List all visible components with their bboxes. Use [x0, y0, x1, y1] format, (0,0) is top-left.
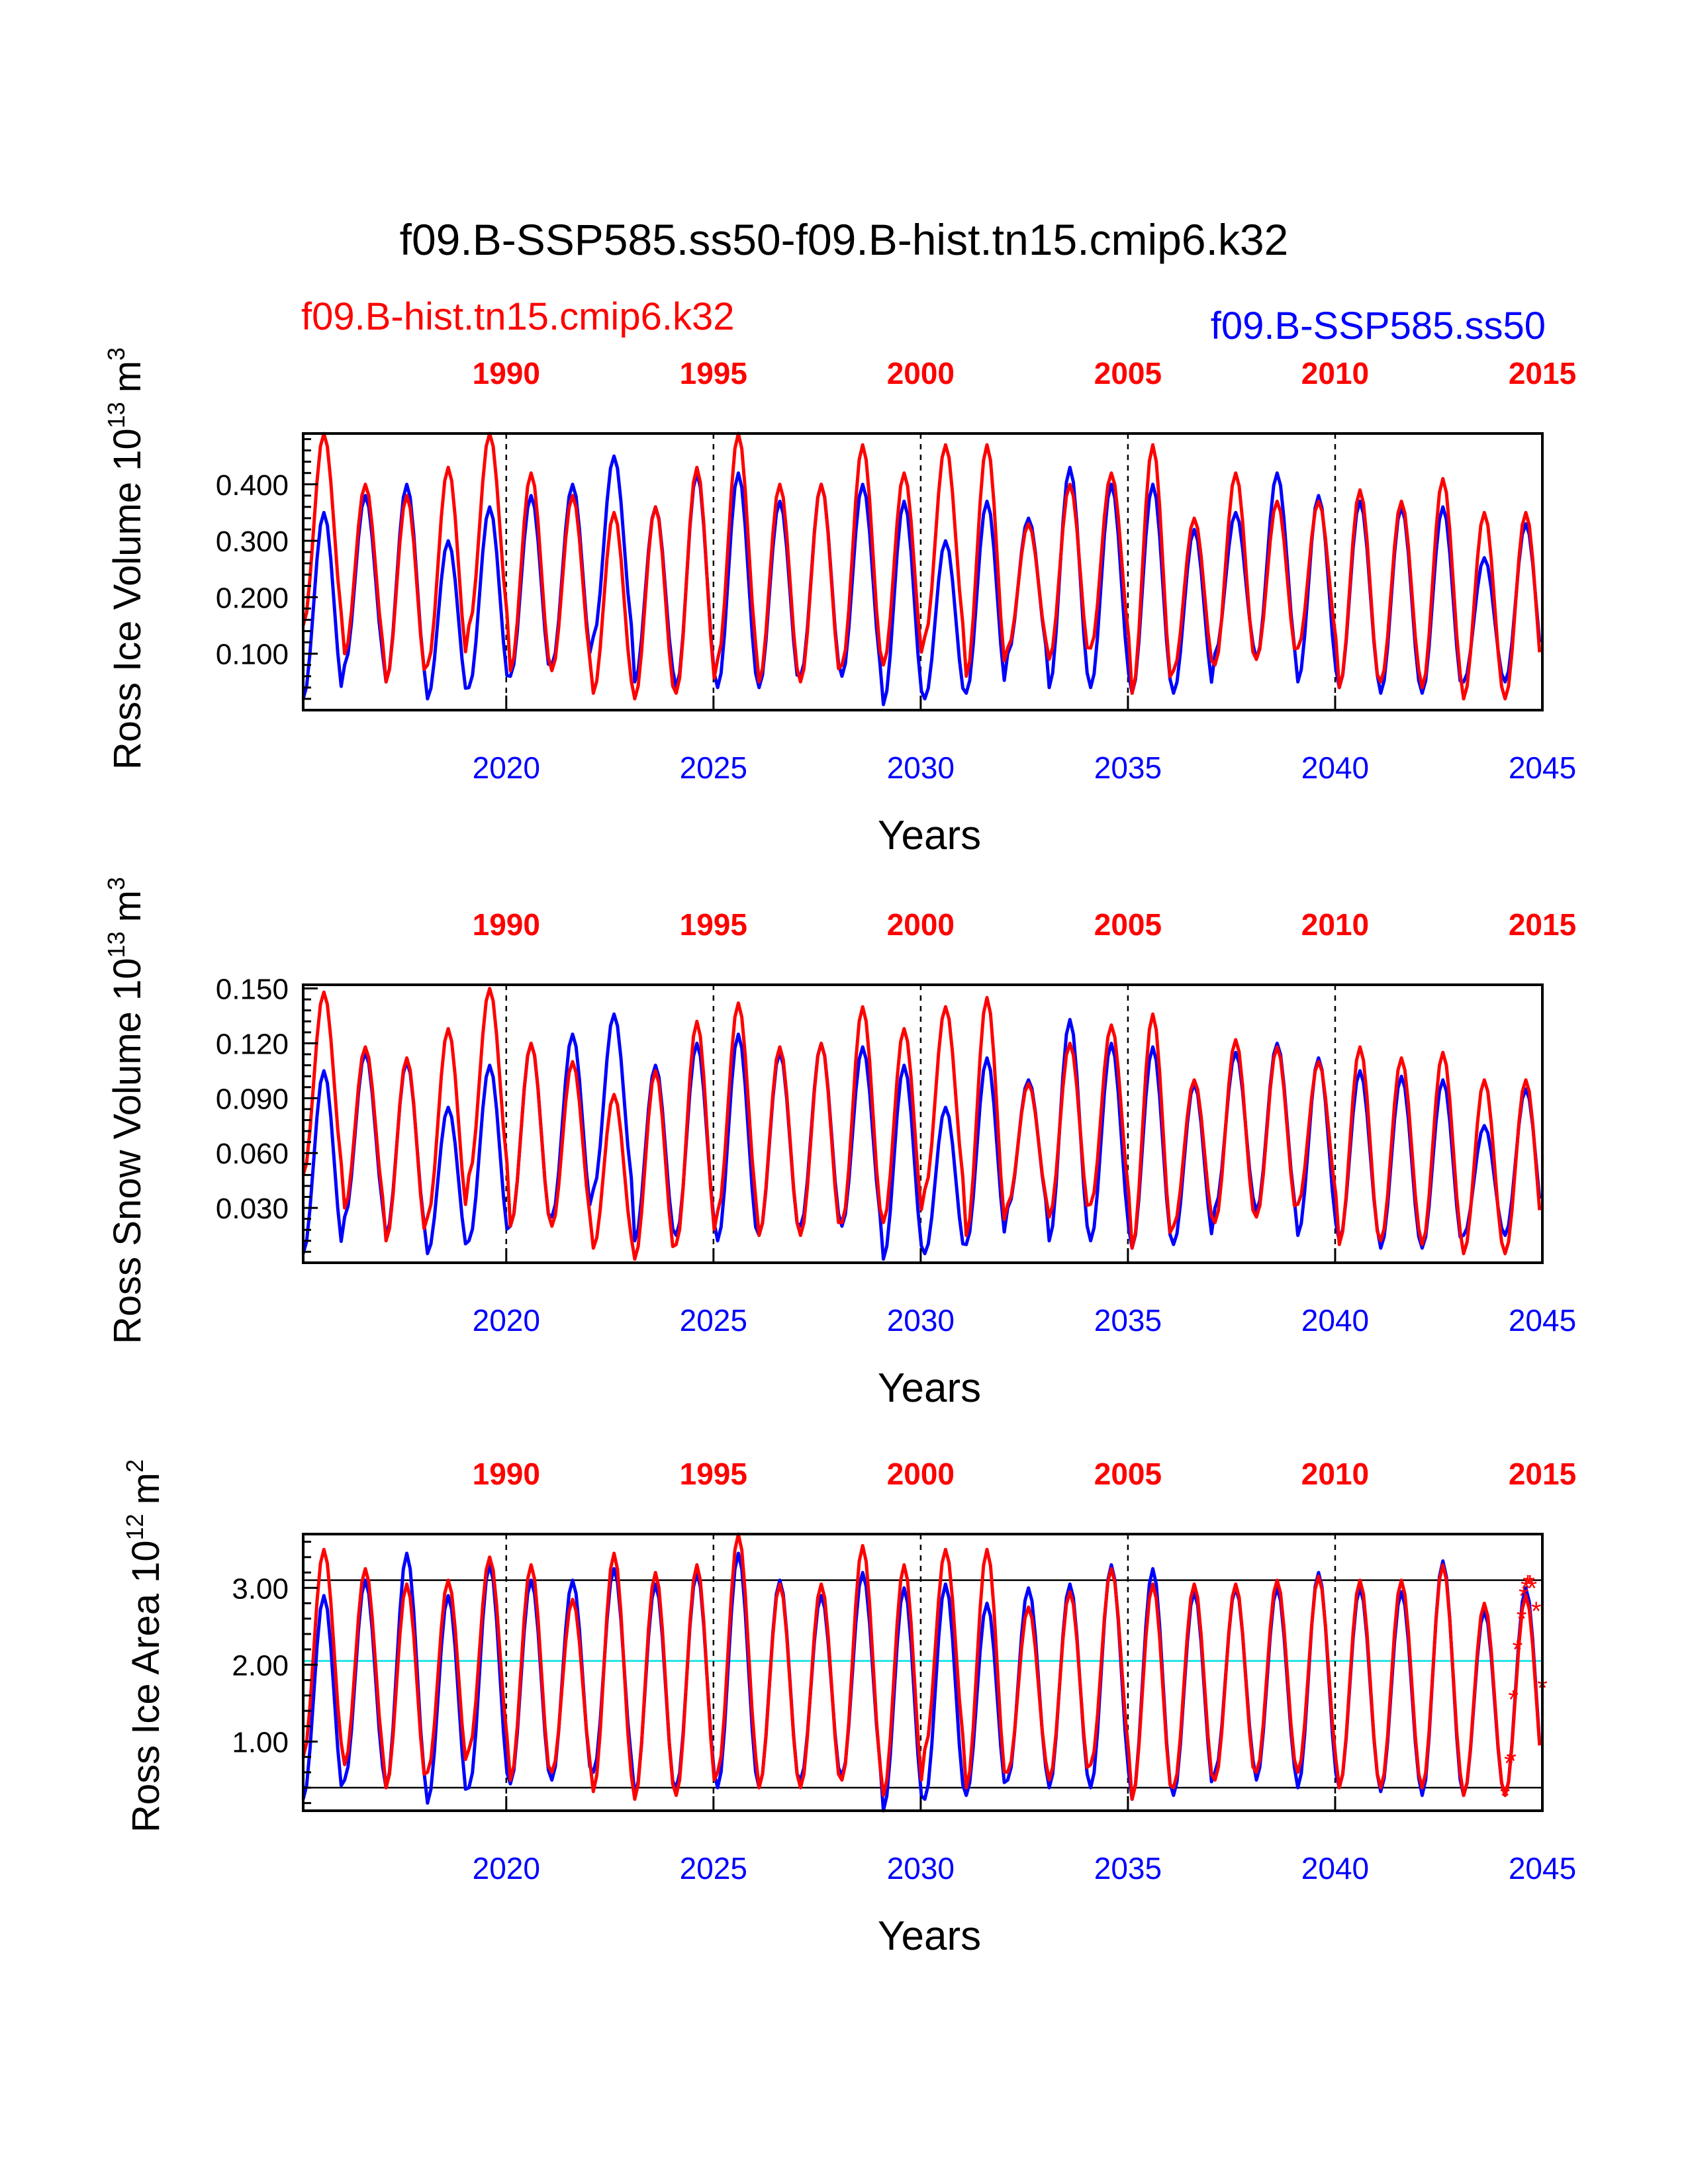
data-marker: *	[1506, 1747, 1517, 1776]
x-tick-label-top: 2010	[1301, 1457, 1369, 1491]
series-line-hist	[301, 987, 1542, 1261]
y-axis-label-unit-exponent: 2	[121, 1459, 148, 1473]
x-tick-label-top: 2000	[887, 907, 955, 942]
x-tick-label-bottom: 2030	[887, 1303, 955, 1338]
y-tick-label: 0.150	[216, 974, 289, 1006]
y-axis-label-unit-exponent: 3	[103, 347, 130, 361]
legend-ssp: f09.B-SSP585.ss50	[1211, 304, 1546, 347]
y-tick-label: 0.120	[216, 1028, 289, 1060]
legend-hist: f09.B-hist.tn15.cmip6.k32	[301, 295, 734, 338]
y-tick-label: 0.200	[216, 582, 289, 614]
x-tick-label-bottom: 2040	[1301, 1303, 1369, 1338]
y-axis-label: Ross Ice Volume 1013 m3	[103, 347, 149, 770]
x-tick-label-top: 1995	[680, 356, 747, 390]
y-tick-label: 0.060	[216, 1138, 289, 1170]
y-axis-label: Ross Ice Area 1012 m2	[121, 1459, 167, 1833]
x-tick-label-bottom: 2035	[1094, 1303, 1162, 1338]
x-tick-label-top: 1995	[680, 907, 747, 942]
x-tick-label-top: 2015	[1509, 907, 1576, 942]
x-tick-label-top: 2010	[1301, 907, 1369, 942]
data-marker: *	[1524, 1570, 1535, 1599]
x-tick-label-bottom: 2045	[1509, 1851, 1576, 1886]
data-marker: *	[1521, 1574, 1531, 1603]
x-tick-label-top: 2015	[1509, 356, 1576, 390]
plot-frame	[302, 1533, 1544, 1812]
x-tick-label-top: 2010	[1301, 356, 1369, 390]
data-marker: *	[1513, 1635, 1523, 1664]
x-tick-label-bottom: 2045	[1509, 1303, 1576, 1338]
x-tick-label-bottom: 2040	[1301, 1851, 1369, 1886]
y-tick-label: 3.00	[232, 1572, 289, 1605]
x-tick-label-bottom: 2040	[1301, 751, 1369, 785]
y-tick-label: 0.090	[216, 1083, 289, 1115]
y-axis-label-text: Ross Ice Volume 10	[106, 428, 149, 770]
y-axis-label-unit: m	[106, 361, 149, 392]
x-tick-label-bottom: 2045	[1509, 751, 1576, 785]
plot-frame	[302, 983, 1544, 1264]
series-line-ssp	[301, 454, 1542, 706]
snow-volume-panel: 0.030 0.060 0.090 0.120 0.150 2020 1990 2025 199…	[103, 877, 1576, 1411]
y-axis-label-exponent: 12	[121, 1514, 148, 1540]
data-marker: *	[1519, 1582, 1529, 1611]
x-tick-label-bottom: 2035	[1094, 751, 1162, 785]
x-axis-label: Years	[878, 1365, 981, 1411]
y-axis-label-unit: m	[106, 890, 149, 922]
x-tick-label-bottom: 2030	[887, 1851, 955, 1886]
x-tick-label-top: 1995	[680, 1457, 747, 1491]
y-tick-label: 2.00	[232, 1649, 289, 1682]
y-axis-label-text: Ross Ice Area 10	[124, 1540, 167, 1833]
x-tick-label-bottom: 2020	[473, 1303, 540, 1338]
x-tick-label-top: 1990	[473, 1457, 540, 1491]
y-axis-label-exponent: 13	[103, 402, 130, 428]
y-axis-label: Ross Snow Volume 1013 m3	[103, 877, 149, 1344]
y-axis-label-unit: m	[124, 1473, 167, 1504]
x-axis-label: Years	[878, 1913, 981, 1959]
y-tick-label: 0.300	[216, 525, 289, 558]
y-axis-label-text: Ross Snow Volume 10	[106, 958, 149, 1344]
x-tick-label-bottom: 2025	[680, 751, 747, 785]
x-tick-label-bottom: 2025	[680, 1851, 747, 1886]
plot-frame	[302, 432, 1544, 711]
y-tick-label: 0.030	[216, 1193, 289, 1225]
x-tick-label-bottom: 2035	[1094, 1851, 1162, 1886]
x-tick-label-top: 2005	[1094, 1457, 1162, 1491]
data-marker: *	[1500, 1782, 1511, 1811]
x-tick-label-bottom: 2025	[680, 1303, 747, 1338]
x-tick-label-top: 2000	[887, 356, 955, 390]
y-tick-label: 0.100	[216, 639, 289, 671]
x-tick-label-bottom: 2020	[473, 751, 540, 785]
series-line-hist	[301, 1532, 1542, 1801]
x-tick-label-top: 1990	[473, 356, 540, 390]
ice-volume-panel: 0.100 0.300 0.200 0.400 2020 1990 2025 1995 2030…	[103, 347, 1576, 858]
x-tick-label-top: 2000	[887, 1457, 955, 1491]
data-marker: *	[1527, 1574, 1538, 1603]
x-tick-label-top: 2015	[1509, 1457, 1576, 1491]
x-tick-label-top: 2005	[1094, 356, 1162, 390]
data-marker: *	[1523, 1570, 1533, 1599]
x-tick-label-bottom: 2020	[473, 1851, 540, 1886]
y-tick-label: 1.00	[232, 1727, 289, 1759]
data-marker: *	[1517, 1605, 1527, 1634]
x-tick-label-bottom: 2030	[887, 751, 955, 785]
x-tick-label-top: 2005	[1094, 907, 1162, 942]
figure-title: f09.B-SSP585.ss50-f09.B-hist.tn15.cmip6.…	[400, 215, 1289, 264]
data-marker: *	[1504, 1749, 1515, 1778]
series-line-hist	[301, 432, 1542, 701]
data-marker: *	[1531, 1597, 1542, 1626]
y-tick-label: 0.400	[216, 469, 289, 502]
ice-area-panel: *************1.002.003.00202019902025199…	[121, 1457, 1576, 1959]
x-tick-label-top: 1990	[473, 907, 540, 942]
y-axis-label-unit-exponent: 3	[103, 877, 130, 890]
x-axis-label: Years	[878, 813, 981, 858]
y-axis-label-exponent: 13	[103, 931, 130, 958]
data-marker: *	[1508, 1686, 1519, 1715]
